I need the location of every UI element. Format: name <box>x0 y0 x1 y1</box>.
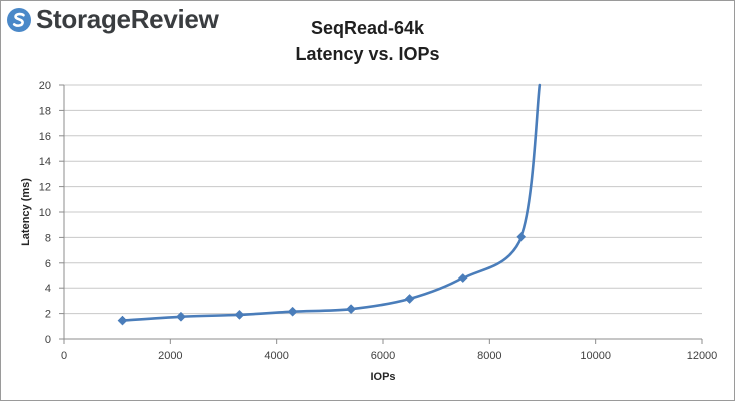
data-point-marker <box>117 315 128 326</box>
x-axis-label: IOPs <box>370 371 395 383</box>
x-tick-label: 12000 <box>687 350 718 362</box>
axes <box>59 84 703 344</box>
data-point-marker <box>457 273 468 283</box>
storagereview-logo-icon <box>7 7 31 32</box>
y-tick-label: 14 <box>39 156 51 168</box>
data-point-marker <box>346 304 357 315</box>
series-layer <box>117 83 542 326</box>
data-point-marker <box>516 231 527 242</box>
gridlines <box>64 84 702 315</box>
data-point-marker <box>176 311 186 322</box>
x-tick-label: 4000 <box>264 350 288 362</box>
x-tick-label: 10000 <box>580 350 611 362</box>
chart-title: SeqRead-64k <box>310 18 425 38</box>
brand-name: StorageReview <box>36 4 219 34</box>
y-tick-labels: 0 2 4 6 8 10 12 14 16 18 20 <box>39 80 51 346</box>
data-point-marker <box>287 306 298 317</box>
x-tick-label: 2000 <box>158 350 182 362</box>
y-tick-label: 6 <box>45 258 51 270</box>
x-tick-label: 8000 <box>477 350 501 362</box>
chart-subtitle: Latency vs. IOPs <box>295 44 440 64</box>
y-tick-label: 12 <box>39 182 51 194</box>
y-axis-label: Latency (ms) <box>20 178 32 246</box>
y-tick-label: 20 <box>39 80 51 92</box>
y-tick-label: 0 <box>45 334 51 346</box>
y-tick-label: 18 <box>39 105 51 117</box>
y-tick-label: 2 <box>45 309 51 321</box>
y-tick-label: 8 <box>45 232 51 244</box>
y-tick-label: 10 <box>39 207 51 219</box>
y-tick-label: 4 <box>45 283 51 295</box>
x-tick-label: 6000 <box>371 350 395 362</box>
y-tick-label: 16 <box>39 131 51 143</box>
x-tick-label: 0 <box>61 350 67 362</box>
x-tick-labels: 0 2000 4000 6000 8000 10000 12000 <box>61 350 717 362</box>
data-point-marker <box>404 294 415 304</box>
data-point-marker <box>234 309 245 320</box>
brand-logo: StorageReview <box>6 4 219 35</box>
series-line <box>121 83 542 322</box>
